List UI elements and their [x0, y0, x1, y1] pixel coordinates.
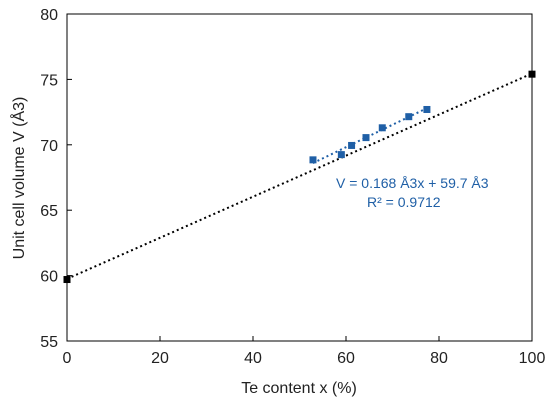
tick-labels: 0 20 40 60 80 100 55 60 65 70 75 80 — [40, 7, 545, 367]
data-point-series-1 — [362, 134, 370, 142]
x-axis-label: Te content x (%) — [241, 380, 357, 397]
data-point-series-0 — [528, 70, 536, 78]
data-point-series-1 — [337, 151, 345, 159]
y-tick-label: 70 — [40, 138, 58, 155]
data-point-series-1 — [378, 124, 386, 132]
data-point-series-1 — [348, 141, 356, 149]
x-tick-label: 20 — [151, 350, 169, 367]
data-point-series-1 — [309, 156, 317, 164]
y-axis-label: Unit cell volume V (Å3) — [9, 97, 28, 260]
regression-equation-text: V = 0.168 Å3x + 59.7 Å3 — [336, 175, 489, 191]
data-point-series-0 — [63, 276, 71, 284]
axes — [66, 13, 533, 342]
plot-frame — [66, 13, 533, 342]
y-tick-label: 65 — [40, 203, 58, 220]
data-point-series-1 — [405, 113, 413, 121]
x-tick-label: 60 — [337, 350, 355, 367]
data-marks — [63, 70, 536, 284]
y-tick-label: 60 — [40, 269, 58, 286]
x-tick-label: 80 — [430, 350, 448, 367]
r-squared: R² = 0.9712 — [367, 194, 441, 210]
x-axis-label-text: Te content x (%) — [241, 380, 357, 397]
y-tick-label: 80 — [40, 7, 58, 24]
x-tick-label: 0 — [63, 350, 72, 367]
regression-equation: V = 0.168 Å3x + 59.7 Å3 — [336, 175, 489, 191]
data-point-series-1 — [423, 105, 431, 113]
y-axis-label-text: Unit cell volume V (Å3) — [9, 97, 28, 260]
x-tick-label: 40 — [244, 350, 262, 367]
x-tick-label: 100 — [519, 350, 546, 367]
y-tick-label: 55 — [40, 334, 58, 351]
r-squared-text: R² = 0.9712 — [367, 194, 441, 210]
y-tick-label: 75 — [40, 72, 58, 89]
